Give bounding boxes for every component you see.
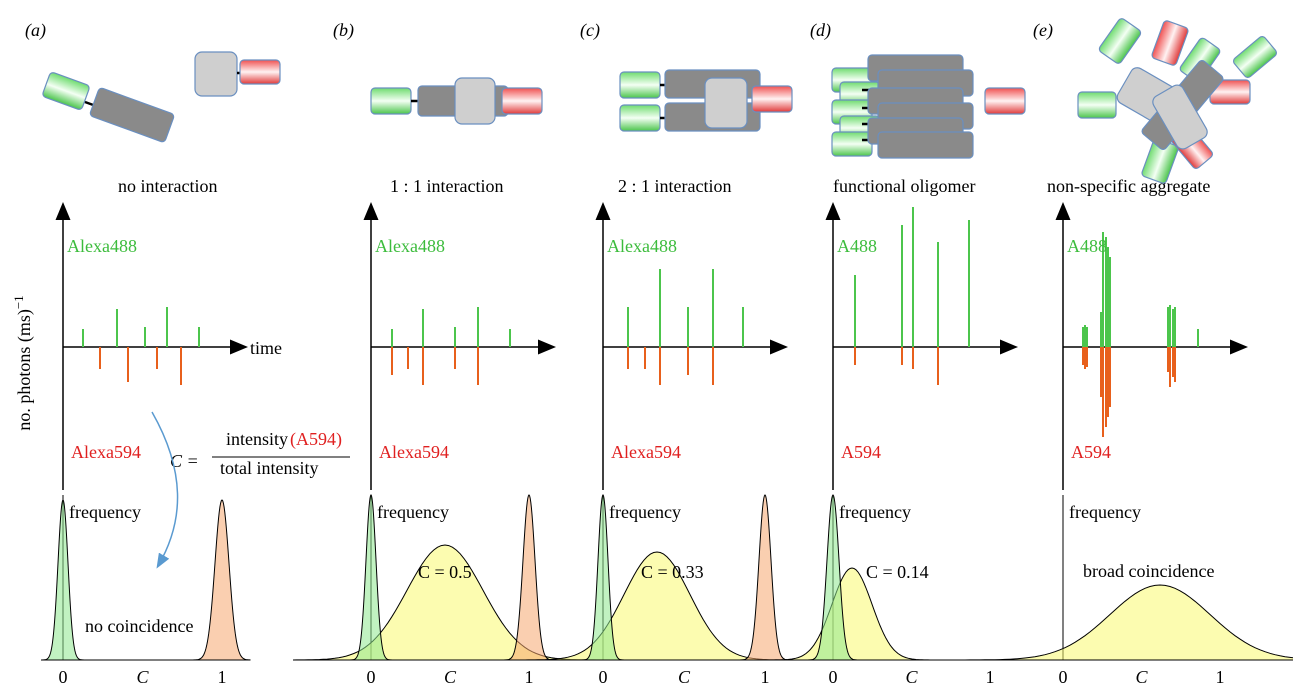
panel-caption: 1 : 1 interaction bbox=[390, 176, 503, 196]
molecule-part bbox=[1077, 91, 1117, 119]
molecule-part bbox=[42, 72, 90, 110]
x-tick-label: 1 bbox=[986, 667, 995, 684]
time-label: time bbox=[250, 338, 282, 358]
green-label: Alexa488 bbox=[607, 236, 677, 256]
red-label: A594 bbox=[841, 442, 881, 462]
annotation: C = 0.14 bbox=[866, 562, 929, 582]
molecule-part bbox=[619, 104, 661, 132]
y-axis-label: no. photons (ms)−1 bbox=[11, 295, 35, 430]
distribution bbox=[193, 499, 251, 661]
green-label: Alexa488 bbox=[375, 236, 445, 256]
x-tick-label: 1 bbox=[218, 667, 227, 684]
formula-highlight: (A594) bbox=[290, 429, 342, 450]
molecule-part bbox=[619, 71, 661, 99]
red-label: A594 bbox=[1071, 442, 1111, 462]
panel-label: (c) bbox=[580, 20, 600, 41]
distribution bbox=[292, 544, 598, 661]
panel-label: (a) bbox=[25, 20, 46, 41]
panel: (c) 2 : 1 interaction Alexa488 Alexa594 freq… bbox=[524, 20, 793, 684]
x-tick-label: C bbox=[444, 667, 457, 684]
panel-label: (b) bbox=[333, 20, 354, 41]
molecule-part bbox=[831, 131, 873, 157]
molecule-part bbox=[877, 131, 974, 159]
molecule-part bbox=[1151, 20, 1189, 66]
formula: C = intensity (A594) total intensity bbox=[170, 429, 350, 478]
x-tick-label: C bbox=[1135, 667, 1148, 684]
formula-denominator: total intensity bbox=[220, 458, 319, 478]
x-tick-label: 0 bbox=[59, 667, 68, 684]
green-label: A488 bbox=[837, 236, 877, 256]
distribution bbox=[808, 494, 858, 661]
panel: (e) non-specific aggregate A488 A594 frequen… bbox=[960, 20, 1293, 684]
x-tick-label: 0 bbox=[599, 667, 608, 684]
molecule-part bbox=[1152, 84, 1208, 150]
x-tick-label: 0 bbox=[829, 667, 838, 684]
panel-label: (d) bbox=[810, 20, 831, 41]
x-tick-label: C bbox=[905, 667, 918, 684]
distribution bbox=[42, 499, 84, 661]
molecule-part bbox=[751, 85, 793, 113]
panel-caption: non-specific aggregate bbox=[1047, 176, 1210, 196]
freq-label: frequency bbox=[609, 502, 681, 522]
molecule-part bbox=[1098, 18, 1142, 64]
distribution bbox=[740, 494, 790, 661]
freq-label: frequency bbox=[1069, 502, 1141, 522]
x-tick-label: 1 bbox=[1216, 667, 1225, 684]
panel: (d) functional oligomer A488 A594 frequency C… bbox=[772, 20, 1018, 684]
molecule-part bbox=[704, 77, 748, 129]
red-label: Alexa594 bbox=[71, 442, 141, 462]
molecule-part bbox=[984, 87, 1026, 115]
annotation: C = 0.33 bbox=[641, 562, 704, 582]
x-tick-label: 1 bbox=[525, 667, 534, 684]
distribution bbox=[504, 494, 554, 661]
molecule-part bbox=[1233, 35, 1277, 79]
panel: (b) 1 : 1 interaction Alexa488 Alexa594 freq… bbox=[292, 20, 598, 684]
panel: (a) no interaction Alexa488 Alexa594 frequen… bbox=[25, 20, 251, 684]
molecule-part bbox=[89, 87, 175, 143]
panel-caption: no interaction bbox=[118, 176, 217, 196]
distribution bbox=[772, 567, 932, 661]
molecule-part bbox=[239, 59, 281, 85]
curved-arrow bbox=[151, 411, 179, 569]
x-tick-label: C bbox=[678, 667, 691, 684]
x-tick-label: 1 bbox=[761, 667, 770, 684]
red-label: Alexa594 bbox=[611, 442, 681, 462]
freq-label: frequency bbox=[377, 502, 449, 522]
annotation: C = 0.5 bbox=[418, 562, 472, 582]
freq-label: frequency bbox=[839, 502, 911, 522]
molecule-part bbox=[370, 87, 412, 115]
molecule-part bbox=[454, 77, 496, 125]
panel-caption: functional oligomer bbox=[833, 176, 975, 196]
distribution bbox=[960, 584, 1293, 661]
green-label: A488 bbox=[1067, 236, 1107, 256]
formula-lhs: C = bbox=[170, 451, 199, 471]
green-label: Alexa488 bbox=[67, 236, 137, 256]
distribution bbox=[350, 494, 392, 661]
x-tick-label: 0 bbox=[1059, 667, 1068, 684]
molecule-part bbox=[501, 87, 543, 115]
panel-label: (e) bbox=[1033, 20, 1053, 41]
x-tick-label: C bbox=[136, 667, 149, 684]
freq-label: frequency bbox=[69, 502, 141, 522]
panel-caption: 2 : 1 interaction bbox=[618, 176, 731, 196]
molecule-part bbox=[194, 51, 238, 97]
annotation: broad coincidence bbox=[1083, 561, 1214, 581]
annotation: no coincidence bbox=[85, 616, 193, 636]
distribution bbox=[582, 494, 624, 661]
x-tick-label: 0 bbox=[367, 667, 376, 684]
red-label: Alexa594 bbox=[379, 442, 449, 462]
formula-numerator: intensity bbox=[226, 429, 288, 449]
